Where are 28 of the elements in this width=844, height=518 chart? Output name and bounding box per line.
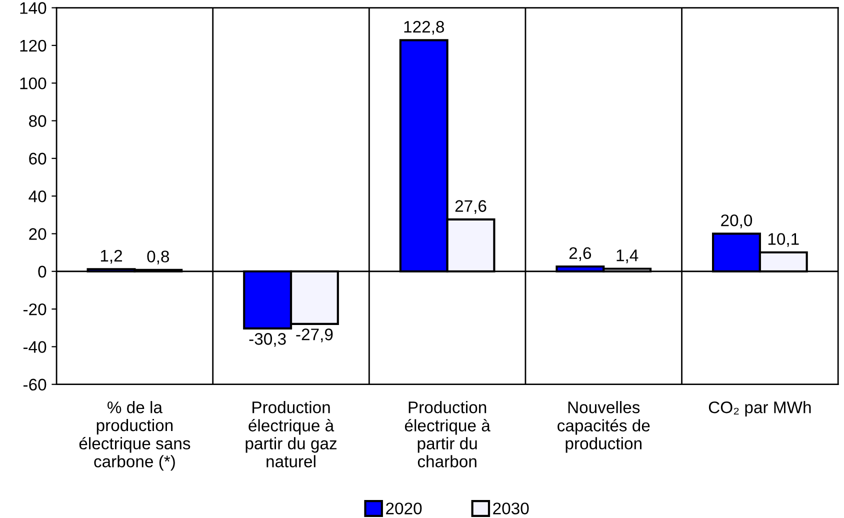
- x-tick-label: CO₂ par MWh: [708, 401, 811, 417]
- y-tick-label: 140: [20, 2, 46, 14]
- data-label: 27,6: [455, 200, 486, 214]
- y-tick-label: 0: [38, 266, 46, 278]
- x-tick-label: Production électrique à partir du gaz naturel: [246, 401, 337, 468]
- x-tick-label: Production électrique à partir du charbon: [404, 401, 490, 468]
- data-label: 10,1: [768, 233, 799, 247]
- y-tick-label: -40: [23, 341, 46, 353]
- legend-label: 2030: [493, 502, 529, 514]
- x-tick-label: Nouvelles capacités de production: [558, 401, 650, 453]
- y-tick-label: 120: [20, 40, 46, 52]
- x-tick-label: % de la production électrique sans carbone (*): [79, 401, 190, 471]
- legend-label: 2020: [386, 502, 422, 514]
- y-tick-label: -60: [23, 378, 46, 391]
- y-tick-label: 80: [29, 115, 46, 127]
- data-label: 0,8: [147, 250, 170, 264]
- data-label: -27,9: [296, 328, 333, 342]
- data-label: 2,6: [569, 247, 592, 261]
- data-label: 122,8: [404, 20, 444, 35]
- data-label: 1,2: [100, 250, 122, 264]
- y-tick-label: 60: [29, 152, 46, 165]
- y-tick-label: 100: [20, 77, 46, 90]
- y-tick-label: 20: [29, 228, 46, 240]
- y-tick-label: -20: [23, 303, 46, 316]
- data-label: 20,0: [721, 214, 752, 228]
- y-tick-label: 40: [28, 190, 46, 202]
- data-label: -30,3: [249, 333, 286, 347]
- data-label: 1,4: [616, 250, 638, 264]
